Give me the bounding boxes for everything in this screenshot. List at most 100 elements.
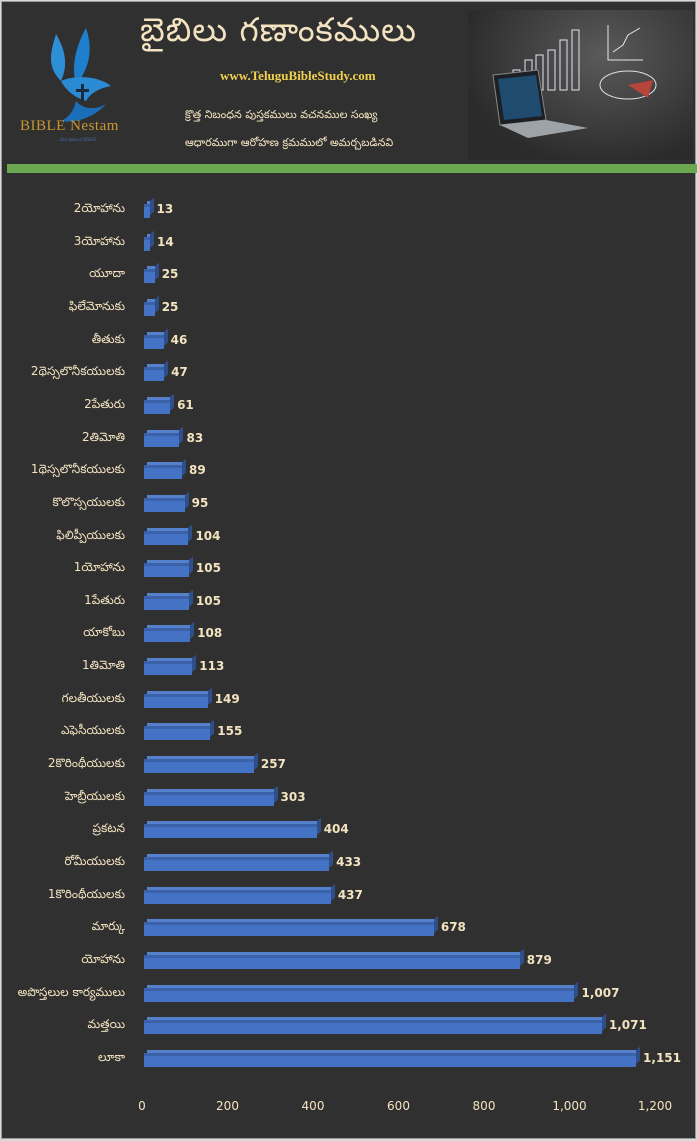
category-label: అపొస్తలుల కార్యములు	[17, 984, 125, 999]
value-label: 303	[280, 789, 306, 804]
x-axis-tick: 1,200	[637, 1099, 673, 1113]
value-label: 879	[526, 952, 552, 967]
bar	[144, 201, 151, 218]
category-label: 1తిమోతి	[82, 658, 125, 673]
category-label: రోమీయులకు	[64, 854, 125, 868]
value-label: 404	[323, 822, 349, 837]
category-label: యాకోబు	[83, 625, 125, 640]
laptop-chart-illustration-icon	[492, 25, 657, 138]
x-axis-tick: 0	[138, 1099, 146, 1113]
value-label: 104	[195, 528, 221, 543]
value-label: 46	[170, 332, 188, 347]
value-label: 83	[186, 430, 204, 445]
value-label: 25	[161, 299, 179, 314]
value-label: 61	[177, 397, 194, 412]
category-label: 1థెస్సలొనీకయులకు	[30, 462, 125, 477]
dove-cross-logo-icon	[51, 28, 111, 122]
value-label: 155	[217, 724, 243, 739]
value-label: 105	[195, 561, 221, 576]
bar	[144, 658, 194, 676]
category-label: 2కొరింథీయులకు	[47, 756, 125, 771]
bar	[144, 1049, 638, 1067]
category-label: యోహాను	[81, 951, 125, 966]
logo-text: BIBLE Nestam	[20, 118, 119, 134]
value-label: 95	[191, 495, 209, 510]
value-label: 105	[195, 593, 221, 608]
category-label: 2యోహాను	[73, 201, 125, 215]
bar	[144, 233, 151, 251]
bar	[144, 854, 331, 871]
bar	[144, 560, 190, 578]
bar	[144, 886, 332, 904]
value-label: 113	[199, 659, 225, 674]
x-axis-tick: 600	[387, 1099, 410, 1113]
value-label: 13	[156, 202, 174, 216]
value-label: 678	[440, 920, 466, 935]
bar	[144, 788, 275, 806]
laptop-charts-image	[468, 10, 693, 160]
bar	[144, 592, 190, 610]
value-label: 257	[260, 757, 286, 772]
x-axis-tick: 800	[472, 1099, 496, 1113]
bar	[144, 266, 156, 284]
bar	[144, 429, 181, 447]
category-label: తీతుకు	[91, 331, 125, 346]
green-divider	[7, 164, 697, 173]
bar	[144, 690, 209, 708]
category-label: ప్రకటన	[92, 821, 125, 836]
subtitle-line-2: ఆధారముగా ఆరోహణ క్రమములో అమర్చబడినవి	[185, 136, 394, 149]
bar	[144, 331, 165, 349]
category-label: 2థెస్సలొనీకయులకు	[30, 364, 125, 379]
bar	[144, 723, 212, 741]
category-label: 1కొరింథీయులకు	[47, 886, 125, 901]
bar	[144, 951, 521, 969]
bar	[144, 494, 186, 512]
logo-tagline: Disciples of JESUS	[60, 137, 96, 142]
category-label: ఎఫెసీయులకు	[61, 723, 125, 738]
page-title: బైబిలు గణాంకములు	[140, 10, 417, 49]
value-label: 149	[214, 691, 240, 706]
value-label: 433	[336, 855, 362, 869]
value-label: 25	[161, 267, 179, 282]
category-label: హెబ్రీయులకు	[64, 788, 125, 803]
bar	[144, 756, 255, 774]
bar	[144, 821, 318, 839]
category-label: యూదా	[89, 266, 125, 281]
value-label: 437	[337, 887, 363, 902]
x-axis-tick: 200	[216, 1099, 239, 1113]
category-label: కొలొస్సయులకు	[52, 494, 125, 509]
header: BIBLE Nestam Disciples of JESUS బైబిలు గ…	[2, 2, 695, 162]
bar	[144, 1017, 603, 1035]
bar	[144, 298, 156, 316]
bar	[144, 984, 576, 1002]
subtitle-line-1: క్రొత్త నిబంధన పుస్తకములు వచనముల సంఖ్య	[185, 108, 378, 121]
value-label: 14	[156, 234, 174, 249]
bar	[144, 462, 184, 480]
x-axis-tick: 1,000	[552, 1099, 587, 1113]
category-label: మార్కు	[91, 919, 125, 934]
bar	[144, 396, 172, 414]
category-label: ఫిలేమోనుకు	[68, 298, 125, 313]
value-label: 108	[197, 626, 223, 641]
value-label: 47	[171, 365, 188, 380]
category-label: లూకా	[97, 1049, 125, 1064]
value-label: 1,007	[581, 985, 620, 1000]
value-label: 1,151	[643, 1050, 682, 1065]
bar	[144, 625, 192, 643]
category-label: 2తిమోతి	[82, 429, 125, 444]
bar	[144, 527, 190, 545]
category-label: మత్తయి	[87, 1017, 125, 1032]
category-label: 1యోహాను	[73, 560, 125, 575]
website-link[interactable]: www.TeluguBibleStudy.com	[220, 68, 376, 83]
bar	[144, 364, 166, 382]
value-label: 1,071	[608, 1018, 647, 1033]
category-label: 2పేతురు	[84, 396, 125, 411]
category-label: ఫిలిప్పీయులకు	[56, 527, 125, 542]
category-label: 1పేతురు	[84, 592, 125, 607]
bar	[144, 919, 435, 937]
category-label: గలతీయులకు	[61, 690, 125, 705]
value-label: 89	[189, 463, 206, 478]
category-label: 3యోహాను	[73, 233, 125, 248]
